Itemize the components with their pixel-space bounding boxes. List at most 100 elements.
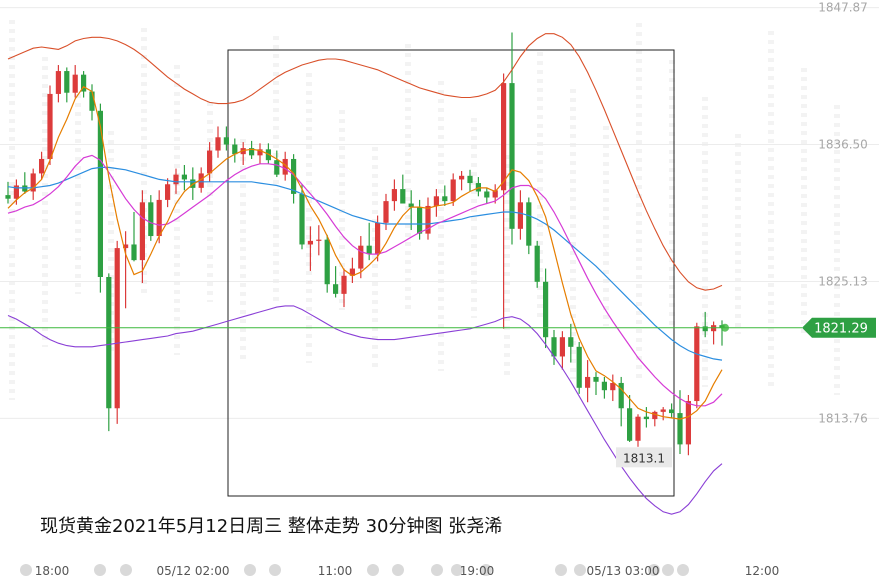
current-price-tag[interactable]: [802, 317, 876, 338]
y-tick-label: 1825.13: [818, 274, 868, 288]
low-annotation: 1813.1: [616, 447, 672, 468]
time-marker-dot: [120, 564, 132, 576]
candle-body: [148, 202, 154, 237]
time-marker-dot: [392, 564, 404, 576]
time-marker-dot: [367, 564, 379, 576]
x-tick-label: 05/13 03:00: [587, 564, 660, 578]
slow-ma-line: [7, 166, 723, 361]
candle-body: [106, 276, 112, 409]
candle-body: [391, 189, 397, 202]
x-axis: 18:00 05/12 02:00 11:00 19:00 05/13 03:00 12:…: [20, 564, 779, 578]
candle-body: [433, 196, 439, 206]
candle-body: [467, 175, 473, 184]
candle-body: [450, 179, 456, 202]
mid-ma-line: [7, 154, 723, 407]
candle-body: [13, 185, 19, 199]
candle-body: [165, 184, 171, 200]
y-tick-label: 1847.87: [818, 1, 868, 15]
x-tick-label: 05/12 02:00: [157, 564, 230, 578]
candle-body: [299, 193, 305, 245]
candle-body: [442, 196, 448, 202]
grid-lines: [0, 7, 879, 419]
candle-body: [173, 174, 179, 185]
x-tick-label: 19:00: [460, 564, 495, 578]
candle-body: [568, 337, 574, 347]
candle-body: [694, 326, 700, 402]
time-marker-dot: [648, 564, 660, 576]
candle-body: [89, 91, 95, 111]
candle-body: [643, 416, 649, 420]
candle-body: [475, 183, 481, 192]
candle-body: [509, 83, 515, 229]
candle-body: [601, 381, 607, 391]
y-tick-label: 1813.76: [818, 411, 868, 425]
candle-body: [585, 376, 591, 388]
x-tick-label: 11:00: [318, 564, 353, 578]
x-tick-label: 18:00: [35, 564, 70, 578]
candle-body: [55, 71, 61, 94]
current-price-label: 1821.29: [814, 322, 868, 337]
candle-body: [559, 337, 565, 357]
current-price: 1821.29: [0, 317, 876, 338]
time-marker-dot: [555, 564, 567, 576]
candle-body: [198, 173, 204, 188]
candle-body: [383, 201, 389, 223]
candle-body: [400, 189, 406, 204]
chart-caption: 现货黄金2021年5月12日周三 整体走势 30分钟图 张尧浠: [40, 516, 502, 537]
candle-body: [341, 275, 347, 294]
candle-body: [551, 337, 557, 357]
current-price-dot: [721, 323, 729, 332]
candle-body: [123, 244, 129, 249]
time-marker-dot: [244, 564, 256, 576]
candle-body: [349, 268, 355, 276]
candle-body: [501, 83, 507, 191]
x-tick-label: 12:00: [745, 564, 780, 578]
candle-body: [669, 409, 675, 414]
low-label-box: [616, 447, 672, 468]
candle-body: [492, 190, 498, 198]
time-marker-dot: [94, 564, 106, 576]
lower-band-line: [7, 305, 723, 515]
candle-body: [307, 240, 313, 245]
candle-body: [576, 346, 582, 388]
candle-body: [232, 144, 238, 155]
candle-body: [72, 74, 78, 93]
candle-body: [358, 245, 364, 269]
time-marker-dot: [480, 564, 492, 576]
indicator-lines: [7, 33, 723, 515]
time-marker-dot: [269, 564, 281, 576]
candle-body: [156, 199, 162, 237]
candle-body: [316, 239, 322, 241]
candle-body: [517, 202, 523, 229]
y-axis-ticks: 1847.87 1836.50 1825.13 1813.76: [818, 1, 868, 426]
candle-body: [366, 245, 372, 255]
candle-body: [139, 202, 145, 261]
candle-body: [274, 160, 280, 175]
candles: [5, 32, 725, 456]
candle-body: [660, 409, 666, 412]
candle-body: [257, 149, 263, 156]
candle-body: [39, 158, 45, 174]
candle-body: [215, 137, 221, 151]
candle-body: [618, 382, 624, 409]
candle-body: [627, 408, 633, 441]
candle-body: [324, 239, 330, 285]
candle-body: [610, 382, 616, 391]
candle-body: [375, 222, 381, 255]
fast-ma-line: [7, 85, 723, 420]
candle-body: [97, 110, 103, 277]
candle-body: [459, 175, 465, 180]
candle-body: [333, 284, 339, 294]
candle-body: [652, 411, 658, 420]
candle-body: [64, 71, 70, 93]
candle-body: [417, 207, 423, 234]
candle-body: [543, 281, 549, 338]
candle-body: [677, 413, 683, 445]
candle-body: [685, 401, 691, 445]
time-marker-dot: [20, 564, 32, 576]
time-marker-dot: [574, 564, 586, 576]
candle-body: [408, 203, 414, 208]
candle-body: [131, 244, 137, 261]
candle-body: [181, 174, 187, 180]
time-marker-dot: [662, 564, 674, 576]
